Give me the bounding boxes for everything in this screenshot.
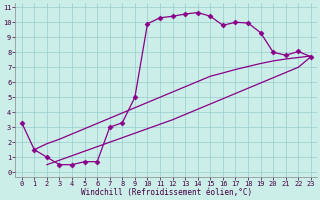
X-axis label: Windchill (Refroidissement éolien,°C): Windchill (Refroidissement éolien,°C)	[81, 188, 252, 197]
